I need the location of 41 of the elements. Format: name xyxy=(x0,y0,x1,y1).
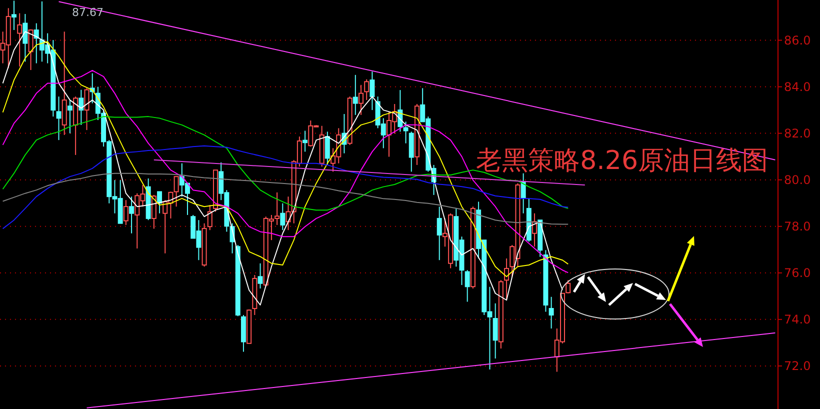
candlestick xyxy=(408,131,414,172)
y-tick-label: 86.0 xyxy=(784,33,811,48)
candlestick xyxy=(28,28,34,71)
candlestick xyxy=(548,296,554,330)
candlestick xyxy=(492,302,498,360)
annotation: 87.67 xyxy=(72,6,104,19)
candlestick xyxy=(151,194,156,230)
y-tick-label: 82.0 xyxy=(784,126,811,141)
candlestick xyxy=(11,0,16,31)
candlestick xyxy=(56,96,62,141)
candlestick xyxy=(17,12,22,68)
candlestick xyxy=(207,204,212,231)
candlestick xyxy=(258,262,263,289)
candlestick xyxy=(436,206,442,261)
candlestick xyxy=(324,131,330,166)
candlestick xyxy=(84,88,90,131)
line-series xyxy=(2,172,569,225)
y-tick-label: 74.0 xyxy=(784,312,811,327)
candlestick xyxy=(464,270,470,302)
candlestick xyxy=(504,258,510,301)
y-tick-label: 78.0 xyxy=(784,220,811,234)
candlestick xyxy=(67,100,72,134)
candlestick xyxy=(403,121,408,144)
candlestick xyxy=(174,176,179,208)
candlestick xyxy=(129,196,134,234)
candlestick xyxy=(370,71,375,111)
candlestick xyxy=(302,130,308,152)
candlestick xyxy=(280,202,286,231)
y-tick-label: 80.0 xyxy=(784,173,811,188)
y-tick-label: 84.0 xyxy=(784,80,811,94)
candlestick xyxy=(352,74,358,116)
y-tick-label: 72.0 xyxy=(784,359,811,374)
candlestick xyxy=(364,78,370,101)
candlestick xyxy=(123,200,128,226)
text: 老黑策略8.26原油日线图 xyxy=(476,146,768,176)
y-tick-label: 76.0 xyxy=(784,266,811,280)
candlestick xyxy=(157,190,162,214)
candlestick xyxy=(566,280,571,294)
candlestick xyxy=(358,84,364,116)
candlestick xyxy=(78,89,84,126)
candlestick xyxy=(22,13,28,62)
